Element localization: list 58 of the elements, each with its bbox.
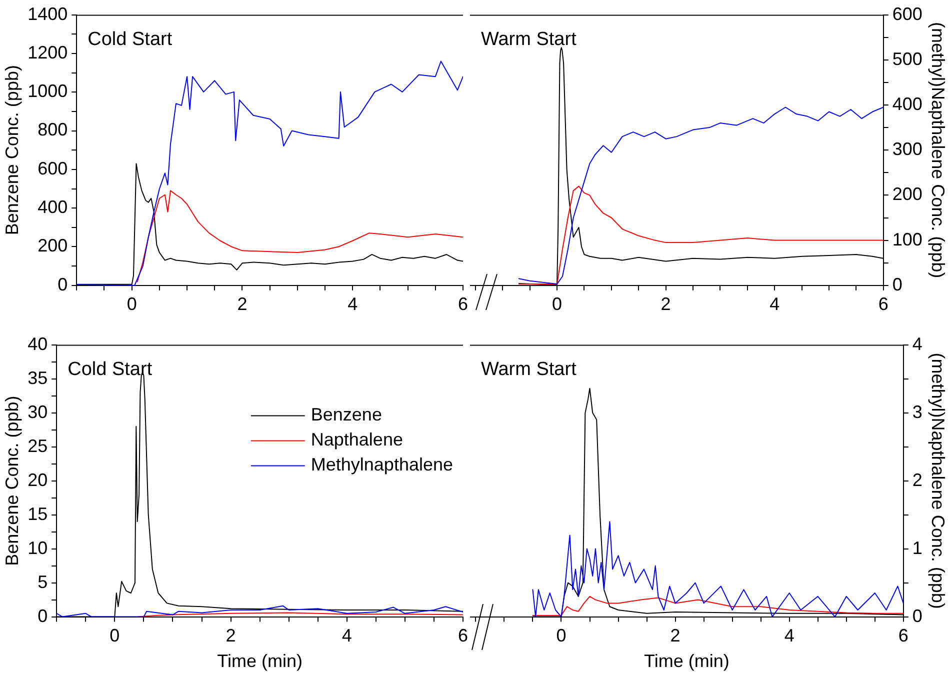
y2-tick-label: 100 (892, 229, 922, 250)
x-tick-label: 6 (878, 294, 888, 314)
x-tick-label: 4 (784, 626, 794, 646)
y2-tick-label: 3 (912, 402, 922, 422)
y-tick-label: 10 (28, 538, 48, 558)
y2-axis-title: (methyl)Napthalene Conc. (ppb) (928, 352, 948, 609)
y-tick-label: 25 (28, 436, 48, 456)
y-tick-label: 15 (28, 504, 48, 524)
y-tick-label: 800 (38, 120, 68, 140)
x-tick-label: 0 (556, 626, 566, 646)
x-tick-label: 0 (126, 294, 137, 314)
y-tick-label: 40 (28, 334, 48, 354)
y2-tick-label: 600 (892, 4, 922, 24)
y2-axis-title: (methyl)Napthalene Conc. (ppb) (928, 22, 948, 278)
x-tick-label: 2 (660, 294, 671, 314)
annotation: Warm Start (481, 28, 578, 50)
y2-tick-label: 0 (912, 606, 922, 626)
y2-tick-label: 200 (892, 184, 922, 204)
x-tick-label: 6 (458, 626, 468, 646)
x-tick-label: 2 (226, 626, 236, 646)
y2-tick-label: 300 (892, 139, 922, 160)
y-tick-label: 200 (38, 236, 68, 256)
y-tick-label: 20 (28, 470, 48, 490)
y-tick-label: 1200 (28, 42, 68, 62)
y2-tick-label: 2 (912, 470, 922, 490)
legend-label: Napthalene (310, 429, 403, 450)
x-tick-label: 4 (770, 294, 780, 314)
y-tick-label: 1000 (28, 81, 68, 102)
y2-tick-label: 1 (912, 538, 922, 558)
annotation: Warm Start (481, 358, 578, 380)
y-axis-title: Benzene Conc. (ppb) (2, 396, 22, 566)
y-tick-label: 30 (28, 402, 48, 422)
x-tick-label: 2 (670, 626, 680, 646)
y-tick-label: 0 (38, 606, 48, 626)
y-tick-label: 600 (38, 158, 68, 178)
y2-tick-label: 0 (892, 274, 902, 294)
y2-tick-label: 400 (892, 94, 922, 114)
y-tick-label: 5 (38, 572, 48, 592)
y-tick-label: 400 (38, 197, 68, 218)
y-axis-title: Benzene Conc. (ppb) (2, 65, 22, 236)
annotation: Cold Start (68, 358, 153, 380)
x-tick-label: 6 (458, 294, 468, 314)
annotation: Cold Start (88, 28, 173, 50)
y-tick-label: 1400 (28, 4, 68, 24)
x-tick-label: 4 (342, 626, 352, 646)
y2-tick-label: 500 (892, 48, 922, 69)
y-tick-label: 0 (58, 274, 68, 294)
legend-label: Benzene (310, 404, 382, 424)
x-axis-title: Time (min) (217, 651, 302, 672)
y2-tick-label: 4 (912, 334, 922, 354)
y-tick-label: 35 (28, 368, 48, 388)
x-tick-label: 0 (552, 294, 562, 314)
x-tick-label: 0 (110, 626, 120, 646)
x-axis-title: Time (min) (644, 651, 730, 672)
x-tick-label: 6 (898, 626, 908, 646)
x-tick-label: 4 (348, 294, 358, 314)
x-tick-label: 2 (237, 294, 248, 314)
legend-label: Methylnapthalene (310, 454, 453, 474)
